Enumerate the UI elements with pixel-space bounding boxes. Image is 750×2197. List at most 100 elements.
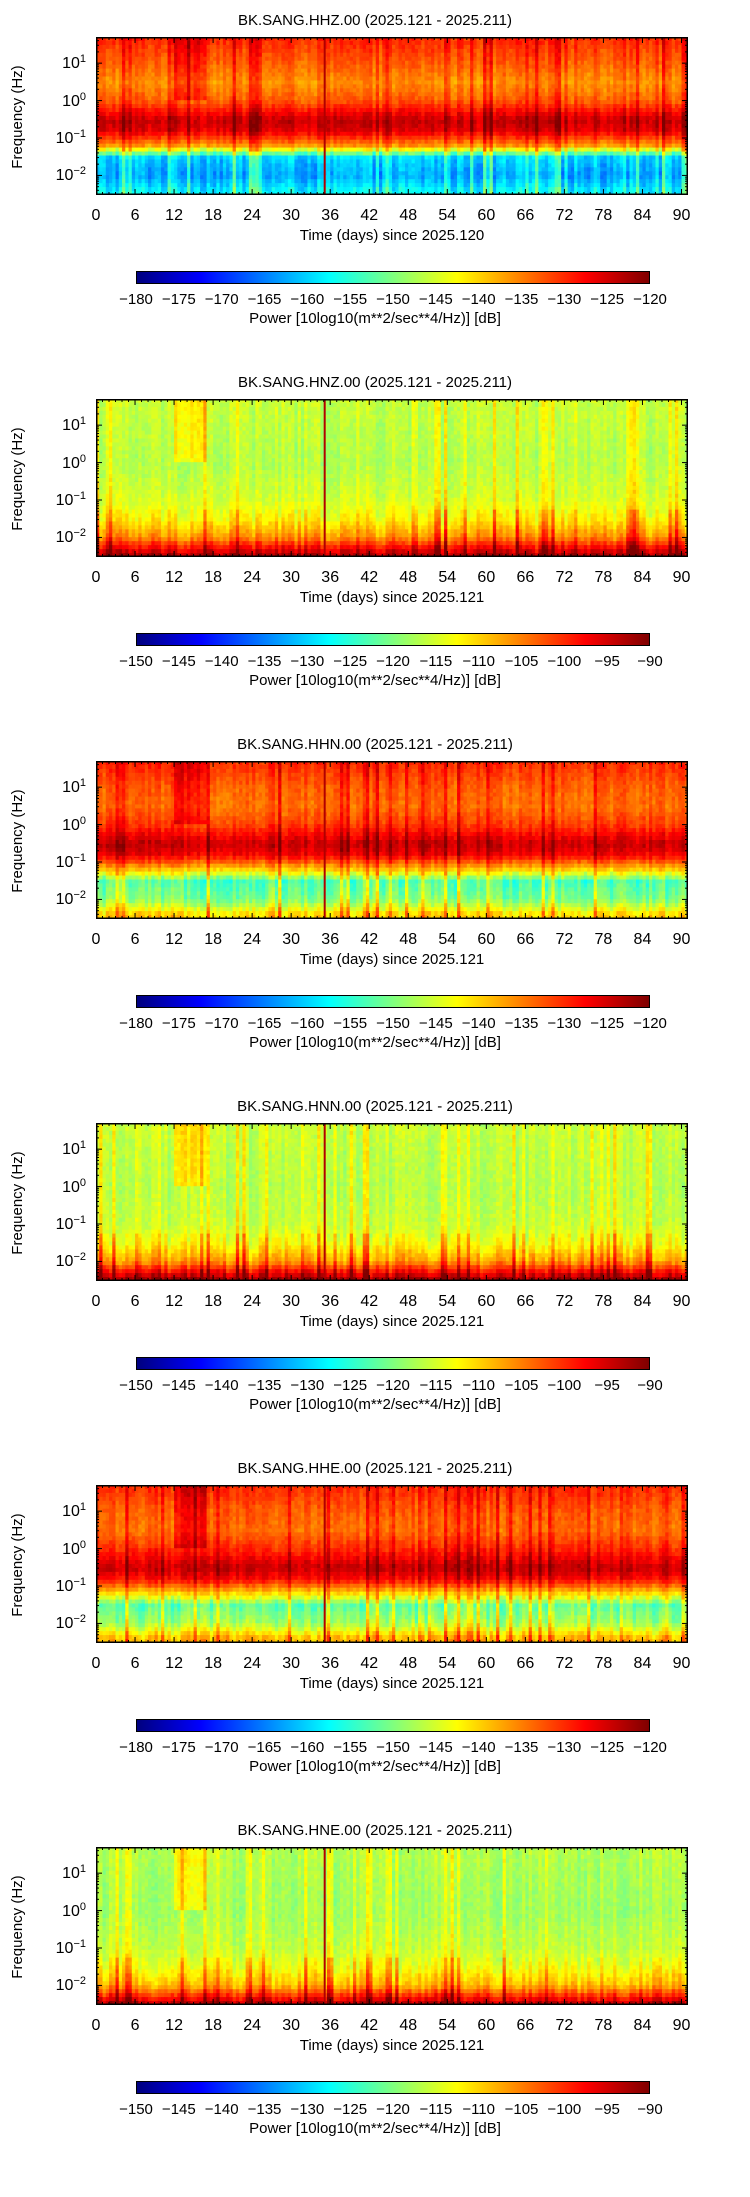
power-cell [252,112,256,117]
power-cell [548,60,552,66]
power-cell [418,80,422,85]
power-cell [593,127,598,133]
power-cell [300,37,305,42]
power-cell [122,40,126,46]
power-cell [629,64,634,70]
power-cell [200,44,204,50]
power-cell [349,139,354,145]
power-cell [551,131,556,137]
power-cell [414,96,419,101]
power-cell [678,76,683,82]
power-cell [564,52,569,58]
power-cell [447,88,452,93]
power-cell [365,68,370,74]
power-cell [535,119,539,125]
power-cell [401,40,406,46]
power-cell [375,64,380,70]
power-cell [362,116,367,121]
power-cell [359,84,364,89]
power-cell [170,52,175,58]
power-cell [161,68,165,74]
power-cell [531,84,536,89]
power-cell [177,92,182,97]
power-cell [339,112,344,117]
power-cell [170,40,175,46]
power-cell [281,143,286,149]
power-cell [515,127,520,133]
power-cell [154,84,159,89]
power-cell [291,37,296,42]
power-cell [681,68,686,74]
power-cell [138,44,143,50]
power-cell [177,44,182,50]
power-cell [226,143,230,149]
power-cell [554,72,559,78]
power-cell [551,80,556,85]
power-cell [109,108,113,113]
power-cell [141,96,146,101]
power-cell [187,68,191,74]
power-cell [609,72,614,78]
power-cell [271,127,276,133]
power-cell [632,139,637,145]
power-cell [450,104,455,109]
power-cell [613,139,618,145]
power-cell [496,119,500,125]
power-cell [609,52,614,58]
power-cell [518,76,523,82]
power-cell [434,44,439,50]
power-cell [239,139,243,145]
power-cell [226,48,230,54]
power-cell [655,68,660,74]
power-cell [583,112,588,117]
power-cell [531,139,536,145]
power-cell [281,84,286,89]
power-cell [343,92,348,97]
power-cell [551,135,556,141]
power-cell [522,88,526,93]
power-cell [271,131,276,137]
power-cell [392,68,396,74]
power-cell [248,64,253,70]
power-cell [359,80,364,85]
power-cell [661,123,666,129]
power-cell [343,40,348,46]
power-cell [551,108,556,113]
power-cell [239,104,243,109]
power-cell [213,135,217,141]
power-cell [148,108,152,113]
power-cell [174,68,178,74]
power-cell [489,96,494,101]
power-cell [570,131,575,137]
power-cell [255,88,260,93]
power-cell [567,127,572,133]
power-cell [385,60,390,66]
power-cell [349,116,354,121]
power-cell [551,68,556,74]
power-cell [206,60,211,66]
power-cell [678,64,683,70]
power-cell [222,135,227,141]
power-cell [444,68,448,74]
power-cell [411,56,416,62]
power-cell [444,127,448,133]
power-cell [378,135,383,141]
power-cell [600,88,605,93]
power-cell [180,127,185,133]
power-cell [190,119,195,125]
power-cell [138,64,143,70]
power-cell [388,40,393,46]
power-cell [148,131,152,137]
power-cell [398,52,403,58]
power-cell [444,135,448,141]
power-cell [284,60,289,66]
power-cell [382,37,387,42]
power-cell [622,127,627,133]
power-cell [655,84,660,89]
power-cell [105,84,110,89]
power-cell [141,123,146,129]
power-cell [629,52,634,58]
power-cell [336,131,341,137]
power-cell [268,112,273,117]
power-cell [561,72,565,78]
